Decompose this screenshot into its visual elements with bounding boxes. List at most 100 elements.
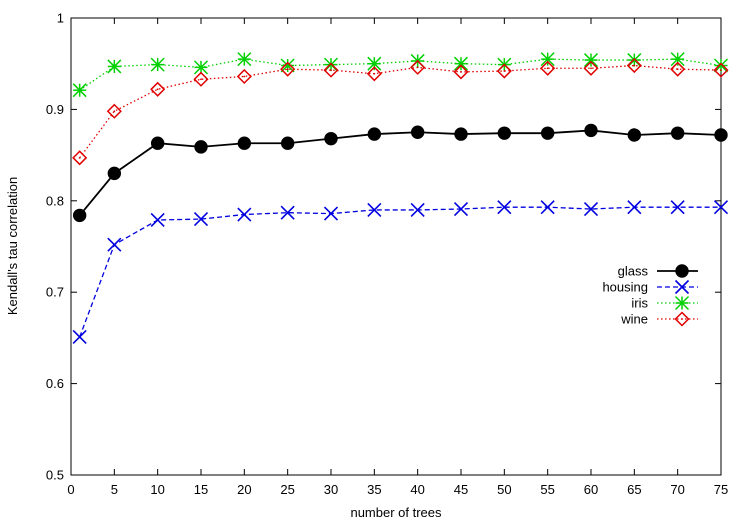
data-point-housing	[72, 329, 87, 345]
y-tick-label: 0.8	[46, 193, 64, 208]
y-tick-label: 1	[57, 11, 64, 26]
data-point-glass	[237, 136, 252, 150]
x-tick-label: 40	[410, 482, 424, 497]
data-point-iris	[280, 58, 295, 73]
data-point-housing	[150, 212, 165, 228]
x-tick-label: 65	[627, 482, 641, 497]
data-point-housing	[453, 201, 469, 217]
data-point-glass	[714, 128, 728, 142]
data-point-wine	[236, 68, 252, 85]
data-point-glass	[280, 136, 295, 150]
data-point-iris	[72, 83, 87, 98]
data-point-glass	[410, 125, 425, 139]
series-glass	[72, 123, 728, 223]
data-point-housing	[237, 207, 252, 222]
data-point-wine	[366, 66, 382, 82]
data-point-glass	[540, 126, 555, 140]
data-point-iris	[583, 53, 599, 68]
data-point-wine	[410, 59, 426, 75]
data-point-glass	[670, 126, 685, 140]
data-point-glass	[627, 128, 642, 142]
data-point-wine	[72, 150, 88, 166]
data-point-housing	[193, 212, 209, 227]
legend-marker-iris	[674, 295, 690, 311]
x-axis: 0 5 10 15 20 25 30 35 40 45 50 55 60 65 70 75	[67, 18, 728, 497]
x-tick-label: 20	[237, 482, 251, 497]
data-point-wine	[280, 61, 296, 77]
x-tick-label: 15	[194, 482, 208, 497]
legend-label-iris: iris	[631, 296, 648, 311]
legend-label-wine: wine	[620, 312, 648, 327]
data-point-glass	[107, 166, 122, 181]
data-point-wine	[193, 71, 209, 87]
data-point-housing	[107, 237, 122, 252]
data-point-wine	[150, 81, 166, 97]
x-tick-label: 70	[670, 482, 684, 497]
y-axis-title: Kendall's tau correlation	[5, 177, 20, 315]
data-point-housing	[323, 206, 339, 221]
data-point-wine	[106, 103, 122, 119]
y-axis: 0.5 0.6 0.7 0.8 0.9 1	[46, 11, 721, 483]
series-line-housing	[79, 206, 721, 338]
data-point-iris	[150, 57, 165, 72]
data-point-glass	[72, 208, 87, 223]
x-tick-label: 0	[67, 482, 74, 497]
y-tick-label: 0.9	[46, 102, 64, 117]
data-point-housing	[583, 201, 599, 217]
data-point-wine	[626, 57, 642, 74]
x-tick-label: 30	[324, 482, 338, 497]
x-tick-label: 50	[497, 482, 511, 497]
legend-label-housing: housing	[602, 280, 648, 295]
data-point-wine	[670, 61, 686, 77]
legend-marker-wine	[674, 311, 690, 327]
data-point-housing	[410, 202, 425, 218]
data-point-housing	[367, 202, 382, 218]
y-tick-label: 0.6	[46, 376, 64, 391]
series-wine	[72, 57, 729, 166]
data-point-iris	[107, 59, 122, 74]
data-point-housing	[713, 200, 729, 215]
x-tick-label: 35	[367, 482, 381, 497]
x-tick-label: 55	[540, 482, 554, 497]
legend-label-glass: glass	[618, 264, 649, 279]
x-tick-label: 75	[714, 482, 728, 497]
data-point-glass	[367, 127, 382, 141]
data-point-glass	[324, 131, 338, 146]
data-point-wine	[323, 62, 339, 78]
data-point-glass	[584, 123, 598, 138]
series-line-iris	[79, 58, 722, 91]
data-point-glass	[454, 127, 468, 141]
x-tick-label: 5	[111, 482, 118, 497]
data-point-wine	[540, 60, 556, 76]
data-point-housing	[497, 200, 512, 215]
series-housing	[72, 200, 729, 345]
series-iris	[72, 52, 729, 98]
data-point-glass	[497, 126, 512, 140]
data-point-wine	[713, 62, 729, 78]
data-point-iris	[237, 52, 252, 67]
data-point-housing	[280, 205, 295, 220]
data-point-iris	[453, 56, 469, 71]
plot-frame	[70, 17, 722, 476]
data-point-iris	[540, 52, 555, 67]
data-point-wine	[583, 60, 599, 76]
x-tick-label: 10	[150, 482, 164, 497]
data-point-wine	[496, 63, 512, 79]
x-axis-title: number of trees	[350, 505, 442, 520]
data-point-housing	[670, 200, 685, 215]
y-tick-label: 0.7	[46, 285, 64, 300]
legend-marker-housing	[674, 279, 690, 295]
y-tick-label: 0.5	[46, 468, 64, 483]
data-point-glass	[194, 140, 208, 154]
series-layer	[72, 52, 729, 345]
data-point-housing	[627, 200, 642, 215]
legend-marker-glass	[675, 264, 689, 278]
data-point-glass	[150, 136, 165, 150]
data-point-housing	[540, 200, 555, 215]
series-line-wine	[79, 64, 722, 159]
data-point-wine	[453, 64, 469, 80]
x-tick-label: 60	[584, 482, 598, 497]
x-tick-label: 45	[454, 482, 468, 497]
